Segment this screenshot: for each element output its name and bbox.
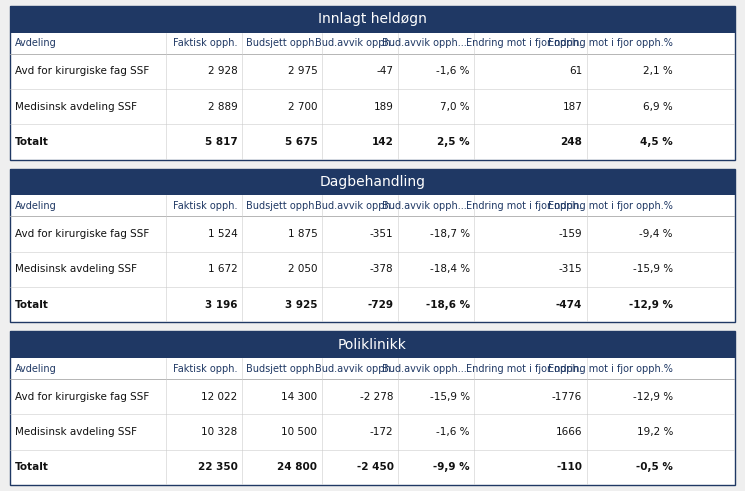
Text: Avdeling: Avdeling [15,201,57,211]
Text: 2 889: 2 889 [208,102,238,111]
Text: Dagbehandling: Dagbehandling [320,175,425,189]
Text: Bud.avvik opph.: Bud.avvik opph. [315,201,393,211]
Text: 142: 142 [372,137,393,147]
Text: 14 300: 14 300 [281,392,317,402]
Text: -1,6 %: -1,6 % [437,427,470,437]
Bar [10,168,735,195]
Text: Faktisk opph.: Faktisk opph. [173,201,238,211]
Text: Avd for kirurgiske fag SSF: Avd for kirurgiske fag SSF [15,229,149,239]
Text: 1 875: 1 875 [288,229,317,239]
Text: Avd for kirurgiske fag SSF: Avd for kirurgiske fag SSF [15,66,149,76]
Text: Avd for kirurgiske fag SSF: Avd for kirurgiske fag SSF [15,392,149,402]
Text: Faktisk opph.: Faktisk opph. [173,363,238,374]
Text: -15,9 %: -15,9 % [633,264,673,274]
Text: 2 050: 2 050 [288,264,317,274]
Text: Endring mot i fjor opph.: Endring mot i fjor opph. [466,363,582,374]
Text: 2 700: 2 700 [288,102,317,111]
Text: -12,9 %: -12,9 % [629,300,673,310]
Text: 61: 61 [569,66,582,76]
Text: 248: 248 [560,137,582,147]
Text: Bud.avvik opph.: Bud.avvik opph. [315,38,393,48]
Text: 1 524: 1 524 [208,229,238,239]
Text: -18,4 %: -18,4 % [430,264,470,274]
Text: -9,9 %: -9,9 % [433,463,470,472]
Text: 3 196: 3 196 [205,300,238,310]
Text: Budsjett opph.: Budsjett opph. [246,38,317,48]
Text: 10 328: 10 328 [201,427,238,437]
Text: -172: -172 [370,427,393,437]
Text: 19,2 %: 19,2 % [636,427,673,437]
Text: 5 817: 5 817 [205,137,238,147]
Text: 2,5 %: 2,5 % [437,137,470,147]
Text: Endring mot i fjor opph.%: Endring mot i fjor opph.% [548,363,673,374]
Text: Innlagt heldøgn: Innlagt heldøgn [318,12,427,27]
Text: -1,6 %: -1,6 % [437,66,470,76]
Text: Totalt: Totalt [15,300,48,310]
Text: -47: -47 [376,66,393,76]
Text: -474: -474 [556,300,582,310]
Text: 1 672: 1 672 [208,264,238,274]
Text: -18,6 %: -18,6 % [425,300,470,310]
Text: -0,5 %: -0,5 % [636,463,673,472]
Text: Medisinsk avdeling SSF: Medisinsk avdeling SSF [15,264,137,274]
Text: 5 675: 5 675 [285,137,317,147]
Text: 2 928: 2 928 [208,66,238,76]
Text: -1776: -1776 [552,392,582,402]
Text: -378: -378 [370,264,393,274]
Text: Bud.avvik opph....: Bud.avvik opph.... [382,201,470,211]
Text: 6,9 %: 6,9 % [643,102,673,111]
Text: Endring mot i fjor opph.: Endring mot i fjor opph. [466,38,582,48]
Text: -315: -315 [559,264,582,274]
Text: 10 500: 10 500 [282,427,317,437]
Text: -159: -159 [559,229,582,239]
Text: -15,9 %: -15,9 % [430,392,470,402]
Text: Endring mot i fjor opph.: Endring mot i fjor opph. [466,201,582,211]
Text: 1666: 1666 [556,427,582,437]
Text: Bud.avvik opph....: Bud.avvik opph.... [382,363,470,374]
Text: Endring mot i fjor opph.%: Endring mot i fjor opph.% [548,38,673,48]
Text: -729: -729 [367,300,393,310]
Text: Faktisk opph.: Faktisk opph. [173,38,238,48]
Bar [10,331,735,358]
Text: -9,4 %: -9,4 % [639,229,673,239]
Text: -351: -351 [370,229,393,239]
Text: Budsjett opph.: Budsjett opph. [246,201,317,211]
Text: Budsjett opph.: Budsjett opph. [246,363,317,374]
Text: Avdeling: Avdeling [15,38,57,48]
Text: 2 975: 2 975 [288,66,317,76]
Text: Bud.avvik opph....: Bud.avvik opph.... [382,38,470,48]
Text: Medisinsk avdeling SSF: Medisinsk avdeling SSF [15,427,137,437]
Text: -2 278: -2 278 [360,392,393,402]
Text: 189: 189 [374,102,393,111]
Text: 7,0 %: 7,0 % [440,102,470,111]
Text: -18,7 %: -18,7 % [430,229,470,239]
Text: 187: 187 [562,102,582,111]
Text: -12,9 %: -12,9 % [633,392,673,402]
Text: Avdeling: Avdeling [15,363,57,374]
Text: 4,5 %: 4,5 % [640,137,673,147]
Text: 22 350: 22 350 [197,463,238,472]
Text: 2,1 %: 2,1 % [643,66,673,76]
Text: 12 022: 12 022 [201,392,238,402]
Text: -2 450: -2 450 [357,463,393,472]
Text: 3 925: 3 925 [285,300,317,310]
Bar [10,6,735,33]
Text: Bud.avvik opph.: Bud.avvik opph. [315,363,393,374]
Text: Totalt: Totalt [15,463,48,472]
Text: 24 800: 24 800 [277,463,317,472]
Text: Endring mot i fjor opph.%: Endring mot i fjor opph.% [548,201,673,211]
Text: Poliklinikk: Poliklinikk [338,338,407,352]
Text: Medisinsk avdeling SSF: Medisinsk avdeling SSF [15,102,137,111]
Text: -110: -110 [557,463,582,472]
Text: Totalt: Totalt [15,137,48,147]
